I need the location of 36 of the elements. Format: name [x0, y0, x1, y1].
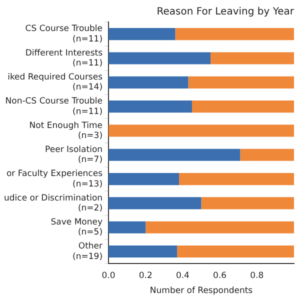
bar: [201, 197, 294, 210]
x-tick-label: 0.0: [102, 270, 116, 281]
bar: [179, 173, 294, 186]
y-tick-label: udice or Discrimination (n=2): [4, 193, 103, 214]
bar: [108, 52, 211, 64]
bar: [108, 197, 202, 210]
bar: [175, 28, 294, 40]
bar: [108, 76, 188, 88]
x-tick-label: 0.8: [250, 270, 264, 281]
bar: [108, 173, 180, 186]
bar: [210, 52, 294, 64]
y-tick-label: Other (n=19): [72, 242, 104, 262]
bar: [192, 100, 294, 113]
y-tick-label: Different Interests (n=11): [25, 48, 104, 69]
y-tick-label: or Faculty Experiences (n=13): [6, 169, 104, 190]
y-tick-label: CS Course Trouble (n=11): [25, 24, 103, 44]
x-tick-label: 0.2: [138, 270, 152, 281]
bar: [177, 245, 294, 258]
y-tick-label: iked Required Courses (n=14): [8, 72, 104, 93]
x-tick-label: 0.4: [176, 270, 190, 281]
x-tick-label: 0.6: [213, 270, 227, 281]
bar: [108, 148, 240, 161]
x-axis-title: Number of Respondents: [150, 286, 254, 296]
bar: [108, 245, 178, 258]
bar: [108, 221, 146, 234]
bar: [146, 221, 294, 234]
bar: [108, 28, 176, 40]
y-tick-label: Non-CS Course Trouble (n=11): [5, 96, 103, 117]
y-tick-label: Peer Isolation (n=7): [45, 144, 103, 166]
y-tick-label: Not Enough Time (n=3): [29, 120, 103, 142]
bar: [240, 148, 294, 161]
chart-title: Reason For Leaving by Year: [156, 6, 295, 18]
bar: [188, 76, 294, 88]
bar: [108, 124, 294, 137]
y-tick-label: Save Money (n=5): [50, 217, 103, 238]
bar: [108, 100, 192, 113]
